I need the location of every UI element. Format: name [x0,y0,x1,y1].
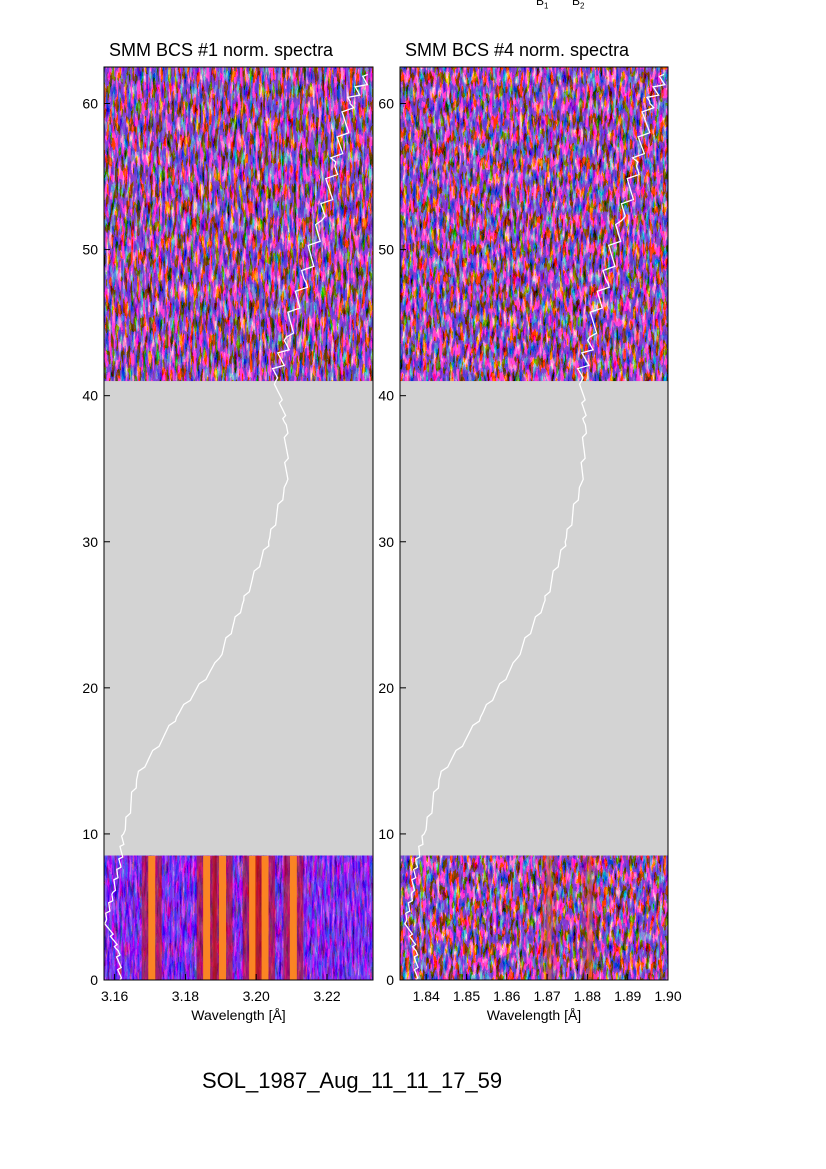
x-tick-label: 3.22 [313,988,340,1004]
y-tick-label: 10 [82,826,98,842]
emission-line [546,855,552,980]
spectra-region-top [104,67,373,382]
y-tick-label: 30 [82,534,98,550]
x-tick-label: 1.90 [654,988,681,1004]
spectra-region-bottom [400,855,668,980]
x-axis-label: Wavelength [Å] [487,1007,581,1023]
y-tick-label: 30 [378,534,394,550]
y-tick-label: 40 [378,388,394,404]
y-tick-label: 0 [90,972,98,988]
x-tick-label: 1.84 [413,988,440,1004]
x-tick-label: 1.88 [574,988,601,1004]
x-axis-label: Wavelength [Å] [191,1007,285,1023]
emission-line-glow [541,855,558,980]
emission-line [219,855,227,980]
y-tick-label: 60 [378,96,394,112]
event-id-label: SOL_1987_Aug_11_11_17_59 [202,1068,503,1093]
panel2-title: SMM BCS #4 norm. spectra [405,40,630,60]
top-label-b2: B2 [572,0,584,10]
x-tick-label: 3.20 [243,988,270,1004]
top-label-b1-sub: 1 [544,1,549,11]
emission-line [261,855,269,980]
axes-frame [399,66,669,981]
axes-frame [103,66,374,981]
top-label-b1-text: B [536,0,545,8]
x-tick-label: 1.86 [493,988,520,1004]
x-tick-label: 1.85 [453,988,480,1004]
panel-bcs1: 0 10 20 30 40 50 60 3.16 3.18 3.20 3.22 Wavelength … [82,66,374,1023]
y-tick-label: 50 [82,242,98,258]
x-tick-label: 1.87 [533,988,560,1004]
data-gap [400,381,668,856]
y-tick-label: 60 [82,96,98,112]
panel1-title: SMM BCS #1 norm. spectra [109,40,334,60]
spectra-region-top [400,67,668,382]
y-tick-label: 50 [378,242,394,258]
y-tick-label: 20 [378,680,394,696]
top-label-b2-sub: 2 [580,1,585,11]
emission-line [289,855,297,980]
top-label-b2-text: B [572,0,581,8]
emission-line [148,855,156,980]
data-gap [104,381,373,856]
y-tick-label: 20 [82,680,98,696]
y-tick-label: 10 [378,826,394,842]
emission-line [203,855,211,980]
x-tick-label: 1.89 [614,988,641,1004]
x-tick-label: 3.16 [101,988,128,1004]
overlay-curve [104,73,369,980]
top-label-b1: B1 [536,0,548,10]
emission-line-glow [581,855,598,980]
panel-bcs4: 0 10 20 30 40 50 60 1.84 1.85 1.86 1.87 1.88 1.89 1.9… [378,66,682,1023]
emission-line [586,855,592,980]
emission-line [249,855,257,980]
y-tick-label: 40 [82,388,98,404]
x-tick-label: 3.18 [172,988,199,1004]
overlay-curve [404,73,667,980]
y-tick-label: 0 [386,972,394,988]
